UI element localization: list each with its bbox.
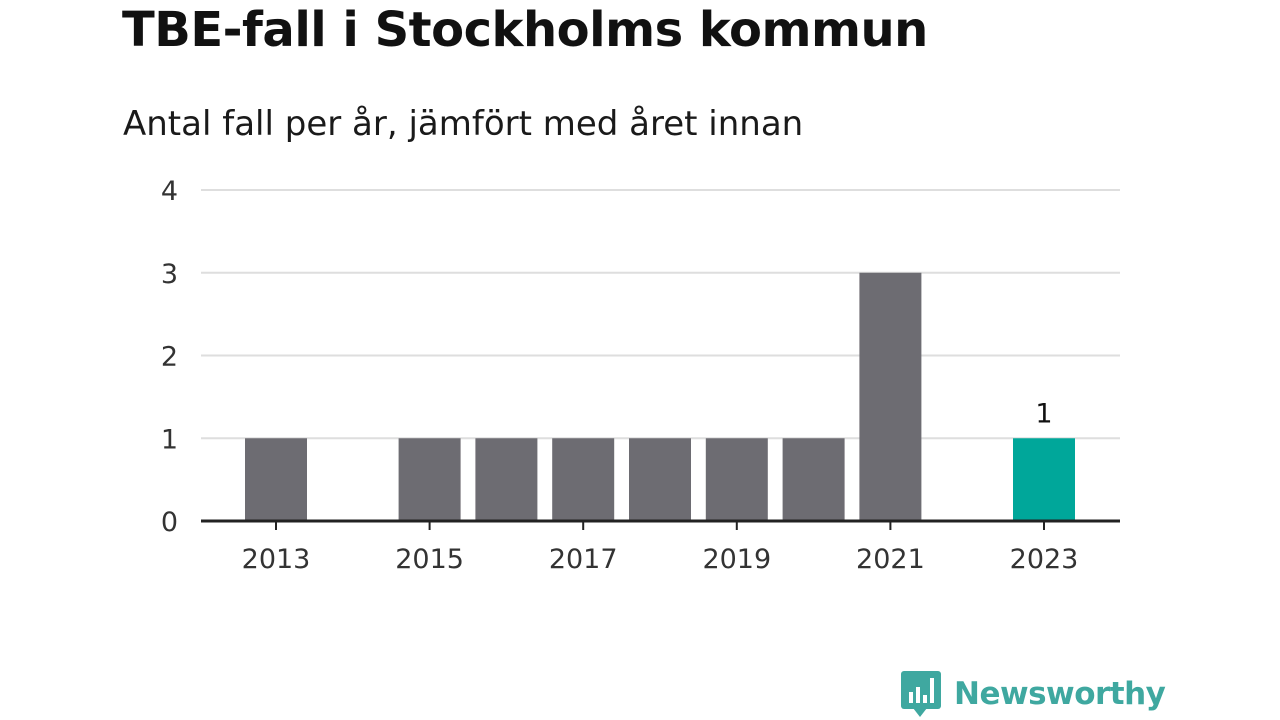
bar-2023 — [1013, 438, 1075, 521]
bar-2013 — [245, 438, 307, 521]
chart-subtitle: Antal fall per år, jämfört med året inna… — [123, 104, 804, 144]
bar-2015 — [398, 438, 461, 521]
y-tick-label: 2 — [161, 342, 178, 373]
y-tick-label: 3 — [161, 259, 178, 290]
brand-name: Newsworthy — [954, 676, 1166, 712]
bar-2016 — [475, 438, 538, 521]
y-tick-label: 0 — [161, 507, 178, 538]
bar-chart-speech-bubble-icon — [901, 671, 941, 717]
x-tick-label: 2017 — [549, 544, 618, 575]
x-tick-label: 2021 — [856, 544, 925, 575]
y-tick-label: 1 — [161, 424, 178, 455]
x-tick-label: 2013 — [242, 544, 311, 575]
x-tick-label: 2023 — [1010, 544, 1079, 575]
y-tick-label: 4 — [161, 176, 178, 207]
chart-title: TBE-fall i Stockholms kommun — [122, 2, 928, 58]
bar-2019 — [705, 438, 768, 521]
x-tick-label: 2015 — [395, 544, 464, 575]
bar-2021 — [859, 272, 922, 521]
data-label: 1 — [1035, 398, 1052, 429]
newsworthy-logo: Newsworthy — [900, 670, 1166, 718]
bar-2020 — [782, 438, 845, 521]
bar-2018 — [629, 438, 691, 521]
x-tick-label: 2019 — [702, 544, 771, 575]
bar-chart: 0 1 2 3 4 1 2013 2015 2017 2019 2021 2023 — [161, 176, 1120, 575]
bar-2017 — [552, 438, 615, 521]
